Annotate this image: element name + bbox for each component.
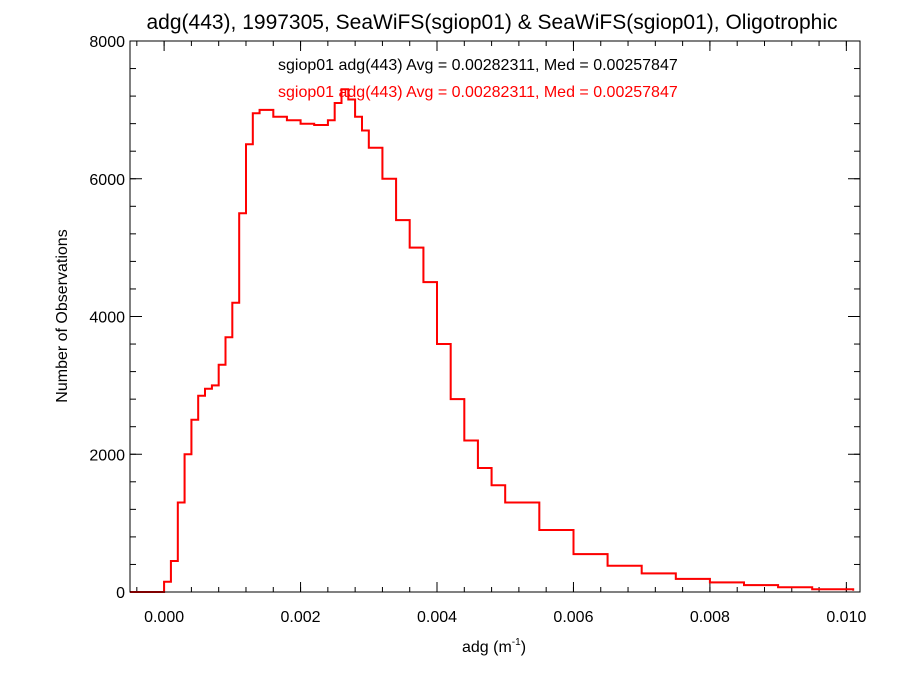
x-axis-label-close: ): [521, 639, 526, 656]
x-tick-label: 0.006: [553, 609, 593, 626]
x-tick-label: 0.010: [826, 609, 866, 626]
x-tick-label: 0.002: [281, 609, 321, 626]
chart-title: adg(443), 1997305, SeaWiFS(sgiop01) & Se…: [146, 11, 837, 34]
y-tick-label: 0: [116, 585, 125, 602]
y-tick-label: 8000: [89, 34, 125, 51]
x-tick-label: 0.008: [690, 609, 730, 626]
annotation-black: sgiop01 adg(443) Avg = 0.00282311, Med =…: [278, 57, 678, 74]
series-line-1: [130, 88, 855, 593]
y-axis-label: Number of Observations: [54, 229, 71, 402]
x-axis-label-main: adg (m: [462, 639, 512, 656]
x-axis-label-superscript: -1: [512, 637, 521, 648]
y-tick-label: 2000: [89, 447, 125, 464]
x-axis-ticks: [136, 41, 847, 592]
y-axis-tick-labels: 0 2000 4000 6000 8000: [89, 34, 125, 602]
y-tick-label: 4000: [89, 310, 125, 327]
plot-frame: [129, 40, 861, 593]
x-axis-tick-labels: 0.000 0.002 0.004 0.006 0.008 0.010: [144, 609, 866, 626]
annotation-red: sgiop01 adg(443) Avg = 0.00282311, Med =…: [278, 84, 678, 101]
x-tick-label: 0.000: [144, 609, 184, 626]
x-axis-label: adg (m-1): [462, 637, 526, 656]
y-tick-label: 6000: [89, 172, 125, 189]
series-layer: [130, 88, 855, 593]
x-tick-label: 0.004: [417, 609, 457, 626]
